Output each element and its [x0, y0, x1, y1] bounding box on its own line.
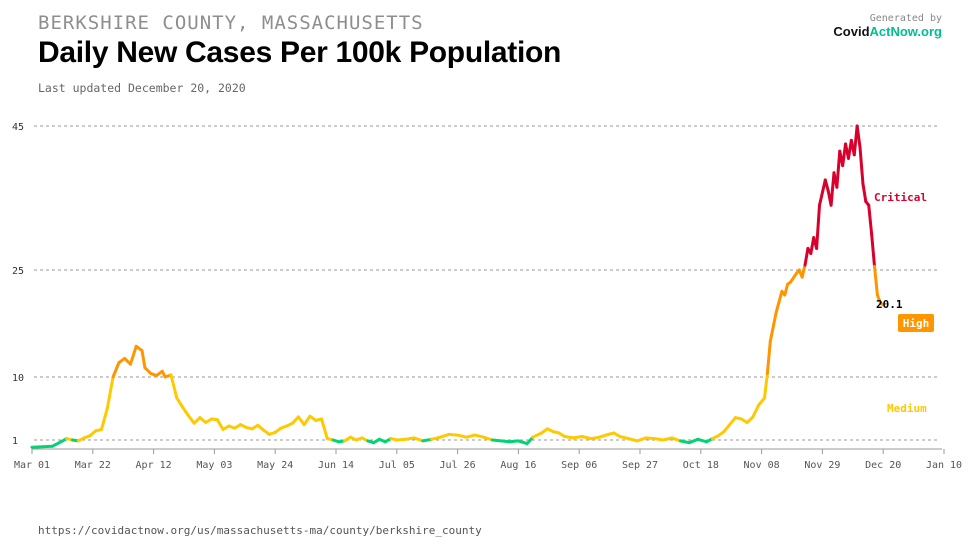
series-segment — [516, 439, 529, 446]
x-tick-label: Sep 27 — [622, 460, 658, 471]
series-segment — [803, 246, 810, 267]
series-segment — [722, 423, 732, 434]
series-segment — [815, 203, 822, 250]
series-segment — [181, 405, 190, 417]
last-updated: Last updated December 20, 2020 — [38, 81, 246, 95]
brand-part2: ActNow.org — [869, 24, 942, 39]
series-segment — [855, 124, 862, 150]
series-segment — [870, 232, 877, 268]
high-badge — [898, 314, 934, 332]
y-tick-label: 25 — [12, 266, 24, 277]
series-segment — [169, 373, 179, 400]
series-segment — [765, 339, 772, 375]
series-segment — [687, 437, 700, 445]
series-segment — [818, 178, 827, 207]
series-segment — [438, 432, 451, 439]
grid: 1 10 25 45 — [12, 122, 938, 447]
series-segment — [531, 431, 544, 439]
series-segment — [800, 263, 807, 279]
x-tick-label: Mar 22 — [75, 460, 111, 471]
x-tick-label: Nov 29 — [804, 460, 840, 471]
brand-part1: Covid — [833, 24, 870, 39]
series-segment — [873, 264, 879, 297]
x-tick-label: Nov 08 — [744, 460, 780, 471]
series-segment — [302, 414, 312, 427]
series-segment — [30, 444, 54, 449]
series-segment — [878, 301, 885, 307]
last-value-label: 20.1 — [876, 298, 903, 311]
series-segment — [762, 371, 769, 400]
x-tick-label: Jul 05 — [379, 460, 415, 471]
series-segment — [861, 182, 868, 204]
series-segment — [412, 436, 425, 443]
series-segment — [175, 396, 185, 409]
location-heading: BERKSHIRE COUNTY, MASSACHUSETTS — [38, 12, 424, 34]
source-url[interactable]: https://covidactnow.org/us/massachusetts… — [38, 524, 482, 537]
series-segment — [140, 349, 147, 370]
series-segment — [482, 435, 494, 442]
series-segment — [111, 361, 121, 379]
series-segment — [757, 396, 766, 407]
series-segment — [670, 436, 683, 443]
x-tick-label: Jun 14 — [318, 460, 354, 471]
x-tick-label: Sep 06 — [561, 460, 597, 471]
y-tick-label: 10 — [12, 373, 24, 384]
x-tick-label: Aug 16 — [500, 460, 536, 471]
x-tick-label: Oct 18 — [683, 460, 719, 471]
x-tick-label: May 24 — [257, 460, 293, 471]
high-label: High — [903, 317, 930, 330]
series-segment — [823, 178, 830, 193]
x-tick-label: Jan 10 — [926, 460, 962, 471]
x-tick-label: Apr 12 — [136, 460, 172, 471]
series-segment — [728, 416, 738, 427]
x-tick-label: Dec 20 — [865, 460, 901, 471]
series-segment — [829, 171, 836, 207]
covidactnow-logo[interactable]: CovidActNow.org — [833, 24, 942, 39]
generated-by-label: Generated by — [869, 13, 942, 24]
case-series — [30, 124, 885, 449]
series-segment — [105, 375, 115, 410]
y-tick-label: 45 — [12, 122, 24, 133]
series-segment — [835, 149, 842, 189]
series-segment — [768, 311, 778, 343]
x-axis: Mar 01 Mar 22 Apr 12 May 03 May 24 Jun 14 Jul … — [14, 448, 962, 471]
chart-title: Daily New Cases Per 100k Population — [38, 36, 562, 69]
series-segment — [789, 272, 798, 284]
series-segment — [783, 282, 790, 297]
x-tick-label: Jul 26 — [440, 460, 476, 471]
series-segment — [320, 417, 329, 441]
series-segment — [858, 146, 865, 186]
series-segment — [99, 407, 109, 431]
series-segment — [128, 344, 138, 366]
series-segment — [774, 289, 784, 315]
series-segment — [696, 437, 709, 444]
series-segment — [751, 403, 761, 419]
series-segment — [867, 203, 874, 236]
x-tick-label: May 03 — [196, 460, 232, 471]
series-segment — [186, 414, 196, 425]
series-segment — [635, 436, 648, 443]
y-tick-label: 1 — [12, 436, 18, 447]
series-segment — [50, 440, 63, 448]
critical-label: Critical — [874, 191, 927, 204]
series-segment — [597, 432, 610, 439]
series-segment — [215, 418, 225, 431]
series-segment — [296, 415, 306, 427]
medium-label: Medium — [887, 402, 927, 415]
x-tick-label: Mar 01 — [14, 460, 50, 471]
